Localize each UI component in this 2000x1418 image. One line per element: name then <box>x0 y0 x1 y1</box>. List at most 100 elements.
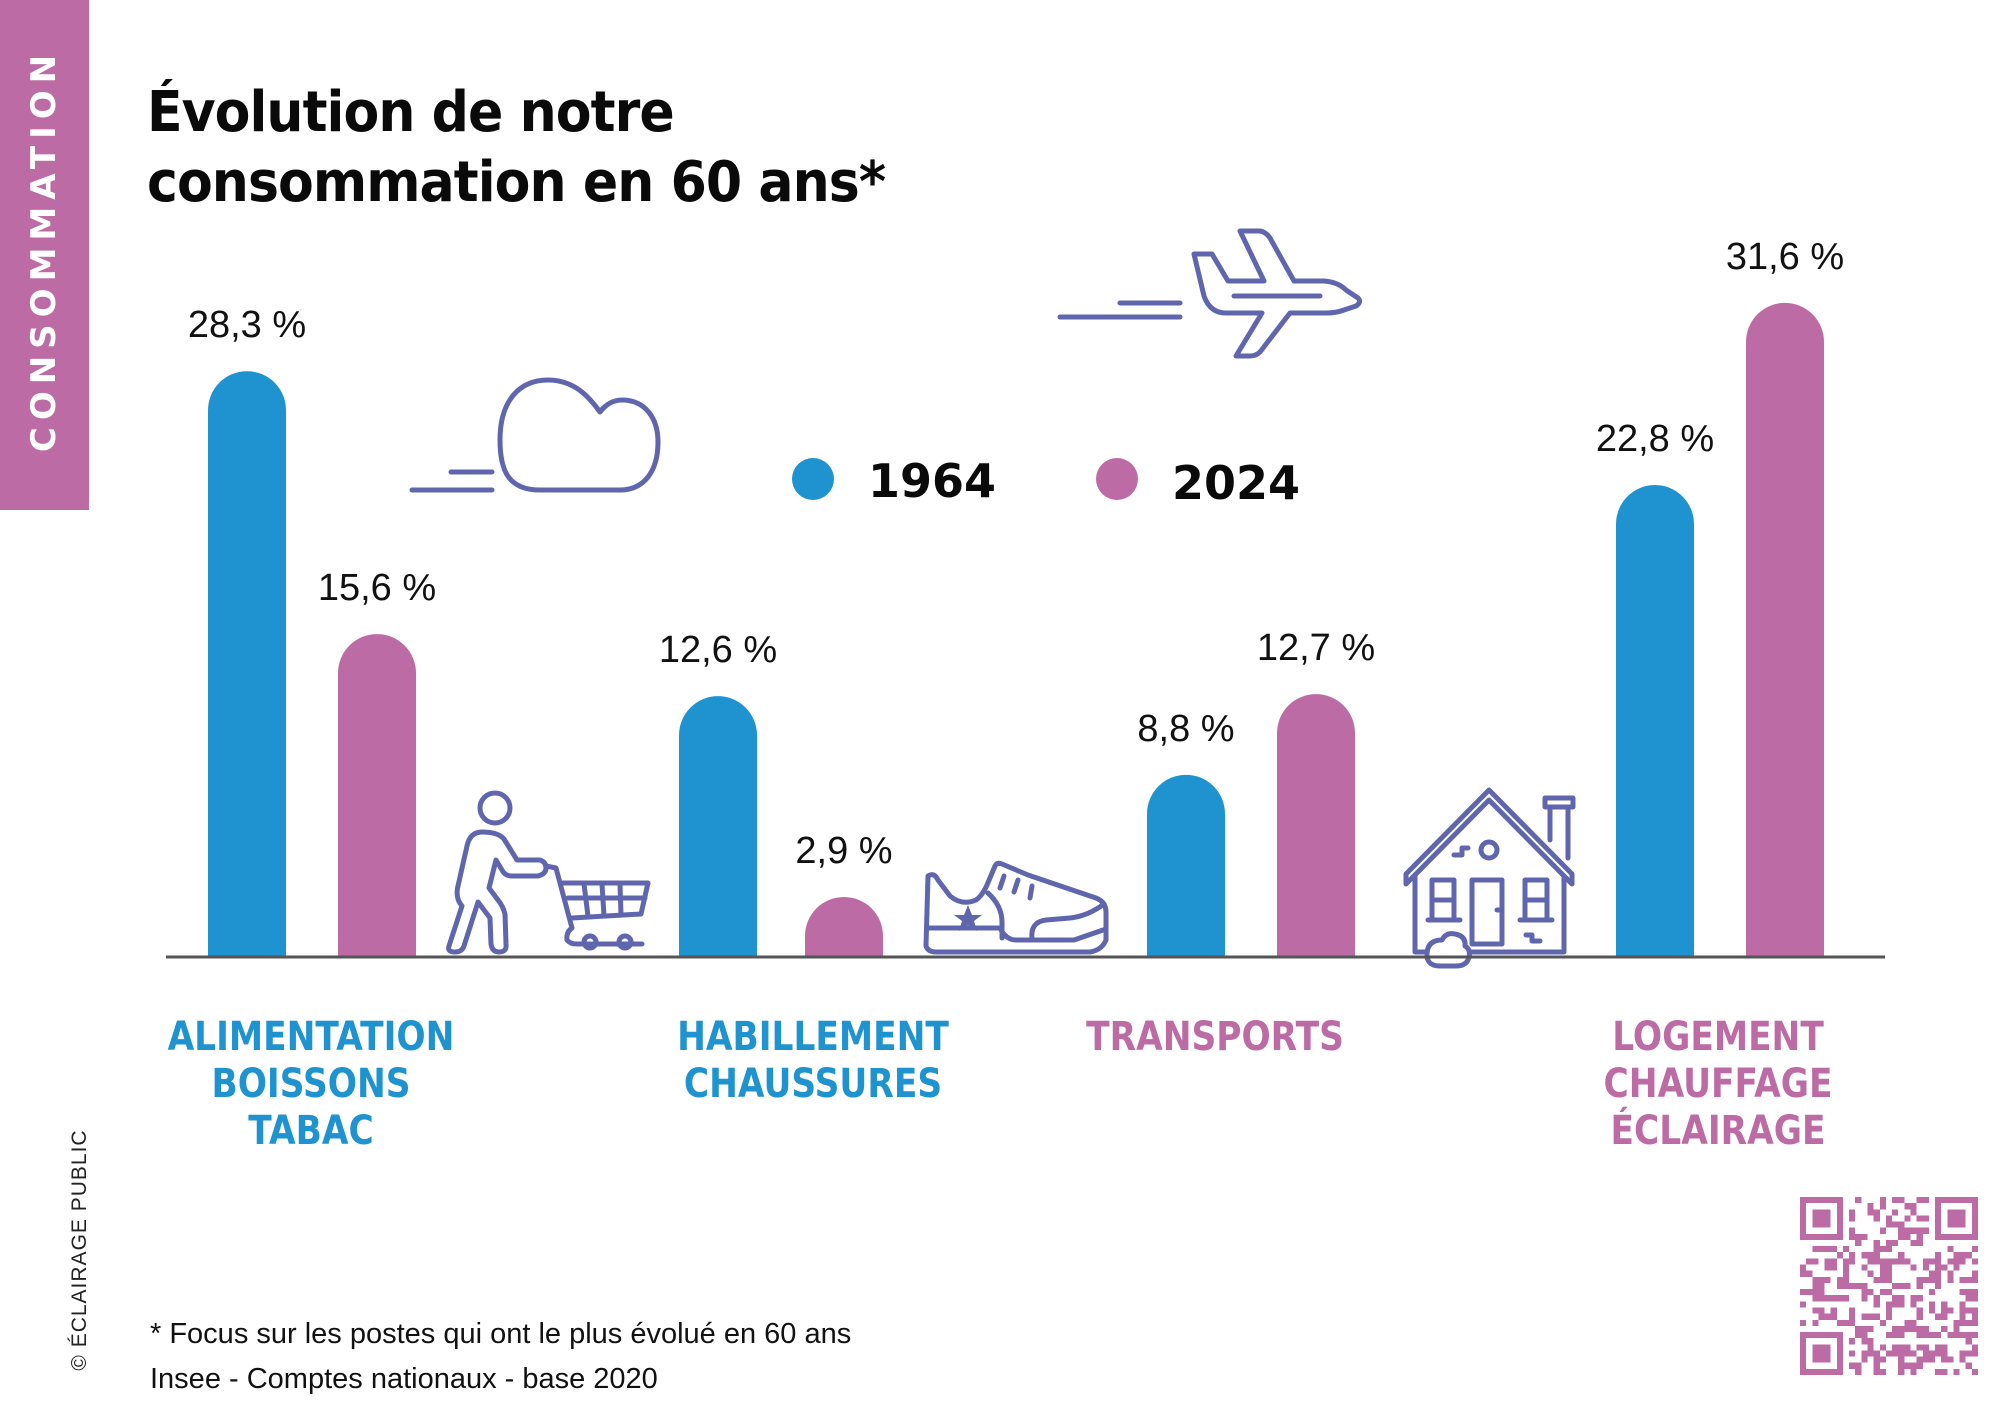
category-labels: ALIMENTATIONBOISSONSTABACHABILLEMENTCHAU… <box>168 1012 1833 1153</box>
qr-module <box>1935 1276 1942 1283</box>
qr-module <box>1885 1276 1893 1283</box>
section-tag-band: CONSOMMATION <box>0 0 89 510</box>
qr-module <box>1959 1313 1966 1320</box>
qr-module <box>1898 1295 1905 1302</box>
qr-module <box>1836 1332 1843 1339</box>
qr-module <box>1892 1344 1899 1351</box>
qr-module <box>1861 1313 1868 1320</box>
qr-module <box>1842 1270 1850 1277</box>
qr-module <box>1971 1270 1978 1277</box>
qr-module <box>1836 1203 1843 1210</box>
qr-module <box>1971 1313 1978 1320</box>
qr-module <box>1836 1282 1843 1290</box>
qr-module <box>1947 1356 1954 1363</box>
qr-module <box>1861 1252 1868 1259</box>
qr-module <box>1892 1295 1899 1302</box>
qr-module <box>1959 1215 1966 1222</box>
qr-module <box>1971 1276 1978 1283</box>
qr-module <box>1812 1233 1819 1240</box>
qr-module <box>1824 1368 1831 1375</box>
page-title: Évolution de notre consommation en 60 an… <box>147 78 886 218</box>
qr-module <box>1836 1276 1843 1283</box>
qr-module <box>1959 1276 1966 1283</box>
qr-module <box>1842 1319 1850 1326</box>
qr-module <box>1947 1307 1954 1314</box>
qr-module <box>1947 1233 1954 1240</box>
qr-module <box>1898 1301 1905 1308</box>
qr-module <box>1959 1197 1966 1204</box>
qr-module <box>1959 1258 1966 1265</box>
qr-module <box>1916 1197 1923 1204</box>
qr-module <box>1904 1362 1911 1369</box>
qr-module <box>1800 1215 1807 1222</box>
qr-module <box>1855 1233 1862 1240</box>
qr-module <box>1806 1270 1813 1277</box>
qr-module <box>1800 1368 1807 1375</box>
qr-module <box>1935 1227 1942 1234</box>
category-label-3-line-1: CHAUFFAGE <box>1604 1059 1833 1106</box>
qr-module <box>1867 1258 1874 1265</box>
qr-module <box>1836 1197 1843 1204</box>
qr-module <box>1812 1276 1819 1283</box>
qr-module <box>1898 1227 1905 1234</box>
qr-module <box>1904 1215 1911 1222</box>
qr-module <box>1941 1264 1948 1271</box>
qr-module <box>1836 1368 1843 1375</box>
qr-module <box>1904 1233 1911 1240</box>
qr-module <box>1910 1362 1917 1369</box>
qr-module <box>1824 1221 1831 1228</box>
qr-module <box>1928 1332 1936 1339</box>
value-label-2024-1: 2,9 % <box>795 830 892 872</box>
qr-module <box>1818 1233 1825 1240</box>
category-label-2-line-0: TRANSPORTS <box>1086 1012 1344 1059</box>
qr-module <box>1928 1301 1936 1308</box>
qr-module <box>1941 1368 1948 1375</box>
qr-module <box>1910 1203 1917 1210</box>
qr-module <box>1910 1264 1917 1271</box>
qr-module <box>1885 1270 1893 1277</box>
qr-code[interactable] <box>1800 1197 1978 1375</box>
qr-module <box>1953 1252 1960 1259</box>
qr-module <box>1935 1350 1942 1357</box>
qr-module <box>1879 1197 1886 1204</box>
qr-module <box>1953 1325 1960 1333</box>
qr-module <box>1824 1258 1831 1265</box>
qr-module <box>1916 1362 1923 1369</box>
qr-module <box>1800 1356 1807 1363</box>
qr-module <box>1818 1282 1825 1290</box>
qr-module <box>1800 1209 1807 1216</box>
qr-module <box>1892 1332 1899 1339</box>
qr-module <box>1800 1338 1807 1345</box>
qr-module <box>1867 1313 1874 1320</box>
qr-module <box>1965 1319 1972 1326</box>
bars <box>208 302 1824 957</box>
category-label-0-line-1: BOISSONS <box>211 1059 410 1106</box>
qr-module <box>1812 1221 1819 1228</box>
qr-module <box>1842 1264 1850 1271</box>
qr-module <box>1965 1295 1972 1302</box>
qr-module <box>1971 1203 1978 1210</box>
qr-module <box>1800 1203 1807 1210</box>
qr-module <box>1830 1313 1837 1320</box>
qr-module <box>1812 1282 1819 1290</box>
qr-module <box>1941 1233 1948 1240</box>
qr-module <box>1861 1289 1868 1296</box>
qr-module <box>1971 1307 1978 1314</box>
qr-module <box>1916 1332 1923 1339</box>
qr-module <box>1842 1258 1850 1265</box>
qr-module <box>1965 1233 1972 1240</box>
qr-module <box>1824 1332 1831 1339</box>
qr-module <box>1959 1289 1966 1296</box>
qr-module <box>1836 1319 1843 1326</box>
qr-module <box>1898 1356 1905 1363</box>
qr-module <box>1867 1344 1874 1351</box>
bar-2024-1 <box>805 896 883 957</box>
qr-module <box>1959 1332 1966 1339</box>
qr-module <box>1959 1356 1966 1363</box>
qr-module <box>1855 1197 1862 1204</box>
qr-module <box>1947 1276 1954 1283</box>
qr-module <box>1892 1221 1899 1228</box>
qr-module <box>1916 1313 1923 1320</box>
copyright-notice: © ÉCLAIRAGE PUBLIC <box>68 1129 91 1371</box>
qr-module <box>1836 1356 1843 1363</box>
